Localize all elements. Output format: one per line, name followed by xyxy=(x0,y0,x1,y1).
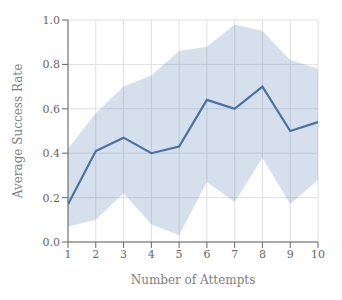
svg-text:9: 9 xyxy=(287,248,294,261)
svg-text:8: 8 xyxy=(259,248,266,261)
svg-text:10: 10 xyxy=(311,248,325,261)
svg-text:0.6: 0.6 xyxy=(43,103,61,116)
svg-text:1.0: 1.0 xyxy=(43,14,61,27)
svg-text:Number of Attempts: Number of Attempts xyxy=(131,273,256,287)
svg-text:Average Success Rate: Average Success Rate xyxy=(11,64,25,200)
svg-text:3: 3 xyxy=(120,248,127,261)
svg-text:0.8: 0.8 xyxy=(43,58,61,71)
svg-text:0.2: 0.2 xyxy=(43,192,61,205)
svg-text:6: 6 xyxy=(203,248,210,261)
svg-text:7: 7 xyxy=(231,248,238,261)
svg-text:5: 5 xyxy=(176,248,183,261)
svg-text:2: 2 xyxy=(92,248,99,261)
svg-text:0.0: 0.0 xyxy=(43,236,61,249)
svg-text:4: 4 xyxy=(148,248,155,261)
svg-text:1: 1 xyxy=(65,248,72,261)
svg-text:0.4: 0.4 xyxy=(43,147,61,160)
